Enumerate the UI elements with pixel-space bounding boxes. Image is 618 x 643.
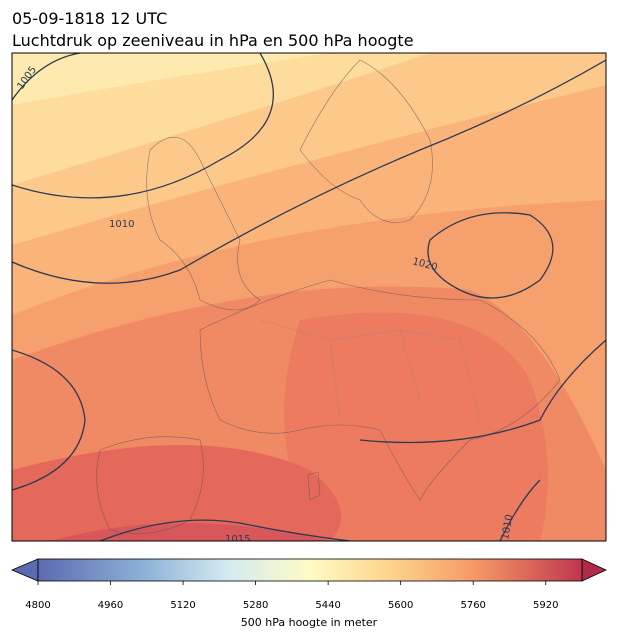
isobar <box>359 339 606 541</box>
colorbar-tick-label: 5600 <box>388 600 413 611</box>
map-frame <box>11 52 607 542</box>
isobar <box>427 212 554 299</box>
colorbar-label: 500 hPa hoogte in meter <box>241 616 378 629</box>
coastline <box>146 136 261 311</box>
band <box>50 523 330 541</box>
map-title: Luchtdruk op zeeniveau in hPa en 500 hPa… <box>12 31 414 50</box>
colorbar-tick-label: 4800 <box>25 600 50 611</box>
isobar-label: 1010 <box>109 219 134 230</box>
colorbar <box>10 558 607 582</box>
isobar <box>12 53 274 199</box>
band <box>12 445 342 541</box>
colorbar-tick-label: 4960 <box>98 600 123 611</box>
map-date: 05-09-1818 12 UTC <box>12 9 167 28</box>
border <box>259 319 481 421</box>
colorbar-tick-label: 5280 <box>243 600 268 611</box>
isobar-label: 1010 <box>500 514 515 541</box>
map: 1005 1010 1020 1015 1010 <box>12 53 606 545</box>
colorbar-tick-label: 5760 <box>460 600 485 611</box>
isobar <box>99 519 351 541</box>
colorbar-tick-label: 5440 <box>315 600 340 611</box>
colorbar-extend-high <box>581 558 607 582</box>
colorbar-extend-low <box>10 558 39 582</box>
isobar <box>12 349 86 491</box>
coastline <box>299 59 433 223</box>
colorbar-scale <box>37 558 583 582</box>
coastline <box>307 471 321 501</box>
coastline <box>199 279 561 501</box>
isobar <box>12 59 606 284</box>
band <box>284 312 548 541</box>
colorbar-tick-label: 5120 <box>170 600 195 611</box>
colorbar-tick-label: 5920 <box>533 600 558 611</box>
isobar-label: 1015 <box>225 534 250 545</box>
